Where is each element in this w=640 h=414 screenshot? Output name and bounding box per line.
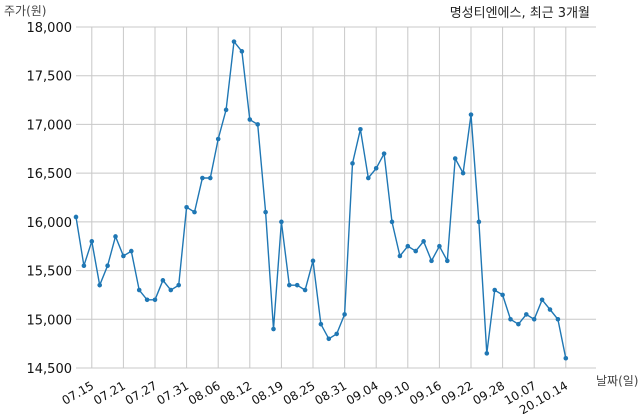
- price-line: [75, 39, 567, 359]
- data-point: [437, 243, 442, 249]
- chart-title: 명성티엔에스, 최근 3개월: [450, 6, 590, 21]
- data-point: [271, 326, 276, 332]
- data-point: [176, 282, 181, 288]
- x-tick-label: 08.06: [186, 378, 223, 407]
- data-point: [239, 49, 245, 54]
- data-point: [215, 136, 221, 142]
- data-point: [81, 263, 87, 269]
- data-point: [389, 219, 395, 225]
- data-point: [152, 297, 158, 303]
- y-tick-label: 17,500: [27, 70, 73, 85]
- data-point: [531, 316, 537, 322]
- data-point: [310, 258, 316, 264]
- data-point: [500, 292, 505, 298]
- data-point: [97, 282, 102, 288]
- data-point: [555, 316, 561, 322]
- data-point: [326, 336, 332, 342]
- data-point: [255, 122, 260, 127]
- data-point: [129, 248, 134, 254]
- x-tick-label: 07.31: [154, 378, 191, 407]
- x-tick-label: 07.15: [60, 378, 97, 407]
- data-point: [89, 239, 95, 244]
- data-point: [413, 248, 419, 254]
- data-point: [484, 351, 490, 356]
- x-tick-label: 09.10: [376, 378, 413, 407]
- data-point: [516, 321, 521, 327]
- data-point: [200, 175, 205, 181]
- data-point: [350, 161, 355, 166]
- data-point: [208, 175, 213, 181]
- y-tick-label: 16,500: [27, 167, 73, 182]
- data-point: [247, 117, 253, 122]
- data-point: [105, 263, 110, 269]
- data-point: [184, 204, 189, 210]
- x-tick-label: 08.31: [312, 378, 349, 407]
- data-point: [460, 170, 466, 176]
- data-point: [121, 253, 126, 259]
- data-point: [508, 316, 513, 322]
- data-point: [366, 175, 371, 181]
- data-point: [358, 127, 363, 132]
- data-point: [405, 243, 411, 249]
- data-point: [452, 156, 458, 161]
- data-point: [334, 331, 340, 337]
- x-tick-label: 08.19: [249, 378, 286, 407]
- x-tick-label: 09.22: [439, 378, 476, 407]
- x-tick-label: 09.16: [407, 378, 444, 407]
- data-point: [421, 239, 426, 244]
- x-tick-label: 08.12: [218, 378, 255, 407]
- y-gridlines: [76, 26, 596, 369]
- data-point: [279, 219, 284, 225]
- data-point: [476, 219, 482, 225]
- data-point: [468, 112, 474, 117]
- x-tick-labels: 07.1507.2107.2707.3108.0608.1208.1908.25…: [60, 378, 571, 414]
- y-axis-title: 주가(원): [4, 4, 46, 18]
- data-point: [223, 107, 229, 113]
- data-point: [263, 209, 268, 215]
- y-tick-label: 15,500: [27, 265, 73, 280]
- x-tick-label: 07.27: [123, 378, 160, 407]
- data-point: [539, 297, 545, 303]
- data-point: [563, 355, 569, 361]
- data-point: [287, 282, 292, 288]
- data-point: [192, 209, 197, 215]
- x-tick-label: 07.21: [91, 378, 128, 407]
- y-tick-label: 18,000: [27, 21, 73, 36]
- data-point: [429, 258, 434, 264]
- x-tick-label: 09.04: [344, 378, 381, 407]
- data-point: [318, 321, 324, 327]
- data-point: [231, 39, 237, 44]
- data-point: [381, 151, 387, 156]
- data-point: [113, 234, 118, 239]
- x-axis-title: 날짜(일): [596, 374, 638, 388]
- y-tick-label: 17,000: [27, 118, 73, 133]
- data-point: [547, 307, 553, 312]
- data-point: [373, 165, 379, 171]
- data-point: [168, 287, 174, 293]
- x-tick-label: 08.25: [281, 378, 318, 407]
- data-point: [445, 258, 450, 264]
- data-point: [144, 297, 150, 303]
- y-tick-label: 14,500: [27, 362, 73, 377]
- y-tick-labels: 14,500 15,000 15,500 16,000 16,500 17,000 17,5…: [27, 21, 73, 377]
- data-point: [524, 312, 529, 317]
- data-point: [73, 214, 79, 220]
- y-tick-label: 16,000: [27, 216, 73, 231]
- x-gridlines: [91, 27, 567, 368]
- data-point: [136, 287, 142, 293]
- data-point: [302, 287, 308, 293]
- data-point: [492, 287, 498, 293]
- x-tick-label: 09.28: [470, 378, 507, 407]
- data-point: [294, 282, 300, 288]
- data-point: [342, 312, 347, 317]
- data-point: [160, 278, 166, 283]
- y-tick-label: 15,000: [27, 313, 73, 328]
- data-point: [397, 253, 403, 259]
- price-points: [73, 39, 569, 361]
